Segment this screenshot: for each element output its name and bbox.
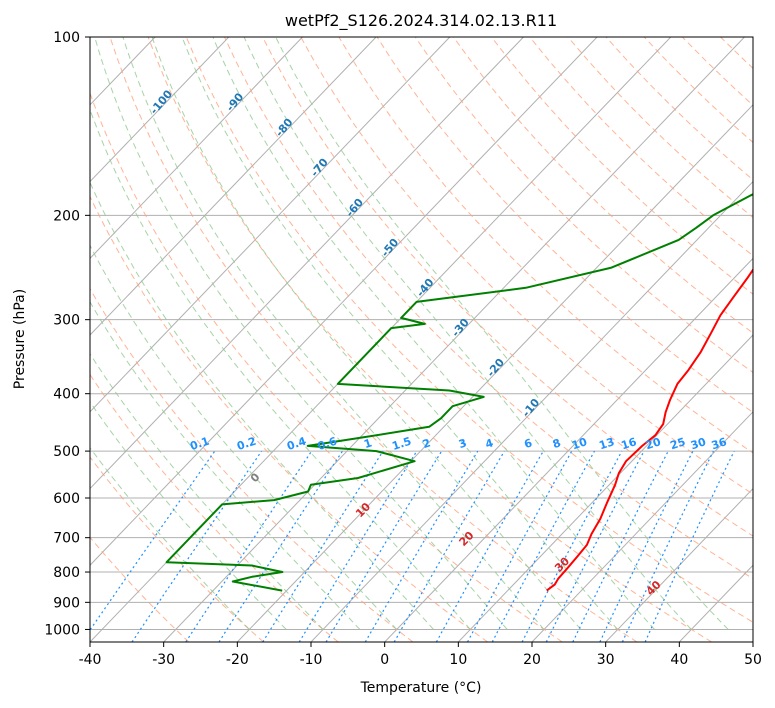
temperature-line (546, 268, 753, 592)
x-tick-label: -30 (152, 652, 175, 668)
dry-adiabat-line (109, 37, 638, 642)
x-axis: -40 -30 -20 -10 0 10 20 30 40 50 (79, 642, 762, 668)
mixing-ratio-label: 10 (570, 435, 589, 452)
x-tick-label: 10 (449, 652, 467, 668)
moist-adiabat-line (90, 108, 471, 630)
moist-adiabat-line (212, 37, 655, 630)
mixing-ratio-line (521, 450, 623, 642)
isotherm-line (236, 104, 753, 642)
isotherm-line (90, 37, 524, 490)
mixing-ratio-label: 6 (523, 436, 535, 451)
dry-adiabat-line (414, 37, 753, 374)
y-axis: 100 200 300 400 500 600 700 800 900 1000 (44, 30, 90, 638)
y-tick-label: 300 (53, 313, 80, 329)
mixing-ratio-line (599, 450, 694, 642)
dry-adiabat-line (147, 37, 712, 642)
isotherm-line (90, 37, 230, 183)
y-axis-label: Pressure (hPa) (12, 289, 28, 389)
moist-adiabat-line (90, 300, 361, 630)
x-tick-label: 30 (597, 652, 615, 668)
isotherm-line (457, 334, 753, 642)
mixing-ratio-line (644, 450, 735, 642)
mixing-ratio-line (364, 450, 479, 642)
plot-area: -100 -90-80-70-60-50-40-30-20-100.1 0.2 0.4… (90, 37, 753, 642)
isotherm-line (531, 411, 753, 642)
mixing-ratio-label: 1.5 (390, 435, 413, 453)
dry-adiabat-line (491, 37, 753, 295)
moist-adiabat-line (90, 352, 324, 630)
y-tick-label: 1000 (44, 622, 80, 638)
x-tick-label: 40 (670, 652, 688, 668)
moist-adiabat-line (122, 37, 545, 630)
isotherm-line (384, 257, 753, 642)
moist-adiabat-line (151, 37, 582, 630)
mixing-ratio-label: 0.2 (235, 435, 258, 453)
dry-adiabat-line (452, 37, 753, 334)
x-tick-label: 0 (380, 652, 389, 668)
mixing-ratio-label: 36 (710, 435, 729, 452)
dry-adiabat-line (90, 91, 563, 642)
mixing-ratio-label: 16 (620, 435, 639, 452)
moist-adiabat-line (243, 37, 692, 630)
moist-adiabat-line (90, 244, 398, 630)
mixing-ratio-label: 0.1 (188, 435, 211, 453)
dry-adiabat-line (90, 456, 264, 642)
mixing-ratio-label: 3 (457, 436, 468, 451)
mixing-ratio-line (90, 450, 216, 632)
x-tick-label: 20 (523, 652, 541, 668)
mixing-ratio-line (298, 450, 418, 642)
mixing-ratio-label: 13 (597, 435, 616, 452)
isotherm-line (90, 37, 377, 336)
y-tick-label: 500 (53, 444, 80, 460)
mixing-ratio-line (491, 450, 596, 642)
y-tick-label: 900 (53, 595, 80, 611)
isotherm-line (90, 37, 598, 566)
mixing-ratio-label: 1 (362, 436, 373, 451)
mixing-ratio-line (621, 450, 714, 642)
mixing-ratio-label: 8 (551, 436, 562, 451)
x-tick-label: 50 (744, 652, 762, 668)
dewpoint-line (165, 193, 753, 592)
plot-frame (89, 36, 754, 643)
mixing-ratio-label: 20 (644, 435, 663, 452)
x-tick-label: -20 (226, 652, 249, 668)
y-tick-label: 800 (53, 565, 80, 581)
mixing-ratio-label: 4 (484, 436, 496, 451)
isotherm-line (163, 37, 745, 642)
dry-adiabat-line (185, 37, 753, 623)
mixing-ratio-label: 30 (689, 435, 708, 452)
mixing-ratio-line (572, 450, 669, 642)
moist-adiabat-line (90, 181, 434, 630)
mixing-ratio-label: 0.4 (285, 434, 308, 452)
dry-adiabat-line (90, 373, 339, 642)
mixing-ratio-line (545, 450, 645, 642)
y-tick-label: 400 (53, 387, 80, 403)
y-tick-label: 700 (53, 531, 80, 547)
chart-title: wetPf2_S126.2024.314.02.13.R11 (285, 11, 557, 31)
y-tick-label: 100 (53, 30, 80, 46)
dry-adiabat-line (376, 37, 753, 413)
mixing-ratio-label: 0.6 (316, 434, 339, 452)
mixing-ratio-line (325, 450, 443, 642)
isotherm-line (605, 487, 753, 642)
mixing-ratio-line (218, 450, 343, 642)
mixing-ratio-label: 2 (421, 436, 432, 451)
moist-adiabat-line (94, 37, 508, 630)
y-tick-label: 600 (53, 491, 80, 507)
x-tick-label: -10 (300, 652, 323, 668)
mixing-ratio-line (185, 450, 313, 642)
x-axis-label: Temperature (°C) (360, 680, 482, 696)
x-tick-label: -40 (79, 652, 102, 668)
mixing-ratio-label: 25 (669, 435, 688, 452)
dry-adiabat-line (90, 287, 414, 642)
moist-adiabat-line (275, 37, 729, 630)
mixing-ratio-line (393, 450, 505, 642)
isotherm-line (90, 37, 451, 413)
isotherm-line (90, 37, 303, 260)
y-tick-label: 200 (53, 208, 80, 224)
mixing-ratio-line (435, 450, 544, 642)
mixing-ratio-line (466, 450, 573, 642)
